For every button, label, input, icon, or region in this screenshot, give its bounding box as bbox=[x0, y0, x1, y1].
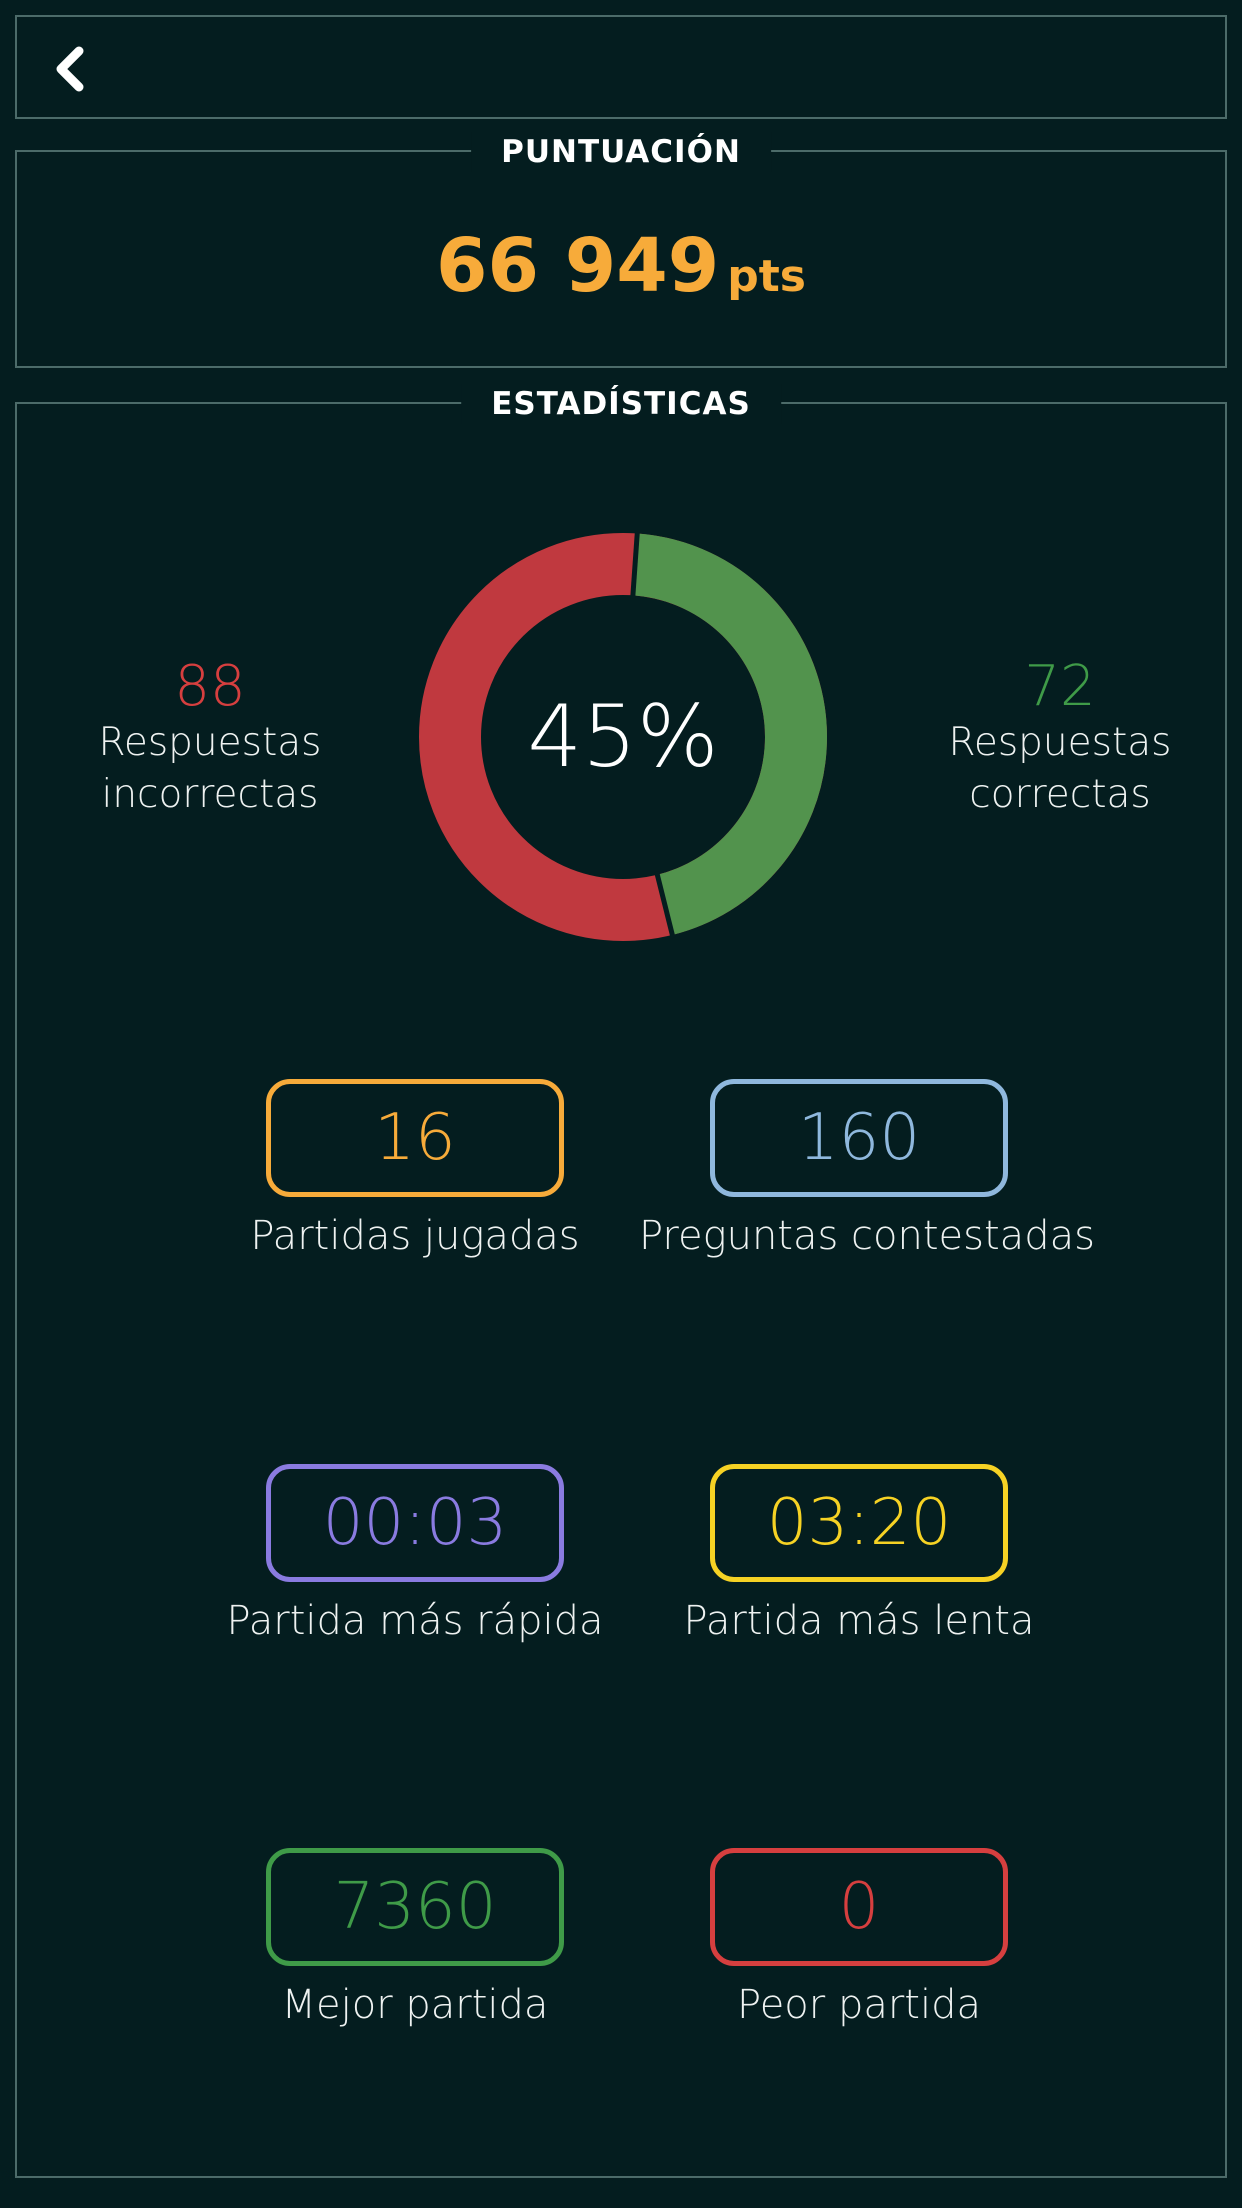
best-game-label: Mejor partida bbox=[281, 1982, 549, 2028]
score-number: 66 949 bbox=[436, 223, 720, 309]
fastest-game-card: 00:03 Partida más rápida bbox=[195, 1464, 635, 1644]
worst-game-value: 0 bbox=[710, 1848, 1008, 1966]
slowest-game-card: 03:20 Partida más lenta bbox=[639, 1464, 1079, 1644]
worst-game-card: 0 Peor partida bbox=[639, 1848, 1079, 2028]
correct-answers-count: 72 bbox=[1024, 654, 1096, 719]
score-value: 66 949 pts bbox=[17, 224, 1225, 308]
donut-separator-top bbox=[630, 530, 640, 599]
slowest-game-label: Partida más lenta bbox=[683, 1598, 1035, 1644]
back-button[interactable] bbox=[39, 37, 99, 101]
correct-answers-label-line1: Respuestas bbox=[948, 720, 1172, 765]
score-unit: pts bbox=[727, 251, 806, 302]
correct-percentage: 45% bbox=[527, 687, 719, 787]
best-game-value: 7360 bbox=[266, 1848, 564, 1966]
correct-answers-label-line2: correctas bbox=[969, 772, 1151, 817]
incorrect-answers-label-line2: incorrectas bbox=[101, 772, 319, 817]
questions-answered-value: 160 bbox=[710, 1079, 1008, 1197]
fastest-game-value: 00:03 bbox=[266, 1464, 564, 1582]
games-played-value: 16 bbox=[266, 1079, 564, 1197]
score-panel: PUNTUACIÓN 66 949 pts bbox=[15, 132, 1227, 368]
correct-answers-stat: 72 Respuestas correctas bbox=[910, 657, 1210, 821]
incorrect-answers-stat: 88 Respuestas incorrectas bbox=[60, 657, 360, 821]
games-played-card: 16 Partidas jugadas bbox=[195, 1079, 635, 1259]
games-played-label: Partidas jugadas bbox=[250, 1213, 580, 1259]
slowest-game-value: 03:20 bbox=[710, 1464, 1008, 1582]
incorrect-answers-count: 88 bbox=[174, 654, 246, 719]
best-game-card: 7360 Mejor partida bbox=[195, 1848, 635, 2028]
questions-answered-card: 160 Preguntas contestadas bbox=[639, 1079, 1095, 1259]
incorrect-answers-label-line1: Respuestas bbox=[98, 720, 322, 765]
answers-donut-chart: 45% bbox=[418, 530, 828, 942]
stats-title: ESTADÍSTICAS bbox=[461, 384, 781, 424]
score-title: PUNTUACIÓN bbox=[471, 132, 771, 172]
worst-game-label: Peor partida bbox=[737, 1982, 981, 2028]
chevron-left-icon bbox=[56, 46, 84, 92]
donut-separator-bottom bbox=[654, 871, 676, 939]
questions-answered-label: Preguntas contestadas bbox=[639, 1213, 1095, 1259]
header-bar bbox=[15, 15, 1227, 119]
fastest-game-label: Partida más rápida bbox=[226, 1598, 604, 1644]
stats-panel: ESTADÍSTICAS 88 Respuestas incorrectas 4… bbox=[15, 384, 1227, 2178]
